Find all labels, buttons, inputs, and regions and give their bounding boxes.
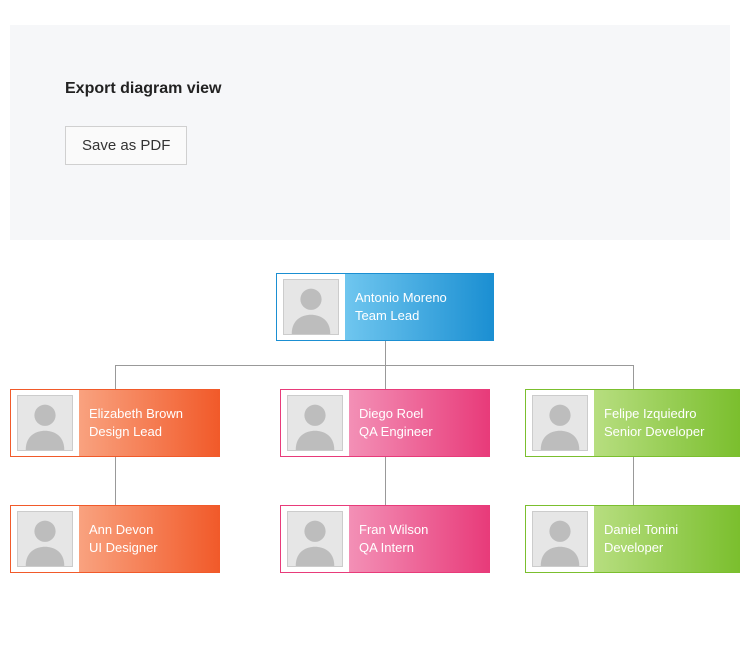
node-title: UI Designer [89, 539, 209, 557]
connector [633, 365, 634, 389]
export-panel: Export diagram view Save as PDF [10, 25, 730, 240]
avatar [17, 511, 73, 567]
panel-title: Export diagram view [65, 80, 675, 98]
avatar [17, 395, 73, 451]
connector [385, 341, 386, 365]
connector [115, 365, 116, 389]
avatar [287, 395, 343, 451]
node-name: Antonio Moreno [355, 289, 483, 307]
node-title: Senior Developer [604, 423, 729, 441]
node-label: Elizabeth BrownDesign Lead [79, 390, 219, 456]
node-name: Diego Roel [359, 405, 479, 423]
connector [385, 365, 386, 389]
node-title: QA Intern [359, 539, 479, 557]
org-node-felipe[interactable]: Felipe IzquiedroSenior Developer [525, 389, 740, 457]
node-name: Felipe Izquiedro [604, 405, 729, 423]
org-node-fran[interactable]: Fran WilsonQA Intern [280, 505, 490, 573]
node-name: Ann Devon [89, 521, 209, 539]
node-name: Fran Wilson [359, 521, 479, 539]
node-name: Elizabeth Brown [89, 405, 209, 423]
connector [633, 457, 634, 481]
org-node-daniel[interactable]: Daniel ToniniDeveloper [525, 505, 740, 573]
node-name: Daniel Tonini [604, 521, 729, 539]
avatar [532, 395, 588, 451]
connector [115, 481, 116, 505]
node-title: Developer [604, 539, 729, 557]
connector [385, 457, 386, 481]
node-title: Design Lead [89, 423, 209, 441]
connector [385, 481, 386, 505]
org-chart-diagram: Antonio MorenoTeam LeadElizabeth BrownDe… [10, 273, 730, 593]
org-node-antonio[interactable]: Antonio MorenoTeam Lead [276, 273, 494, 341]
save-as-pdf-button[interactable]: Save as PDF [65, 126, 187, 165]
node-label: Antonio MorenoTeam Lead [345, 274, 493, 340]
node-title: QA Engineer [359, 423, 479, 441]
node-label: Felipe IzquiedroSenior Developer [594, 390, 739, 456]
connector [115, 365, 385, 366]
node-label: Diego RoelQA Engineer [349, 390, 489, 456]
avatar [532, 511, 588, 567]
avatar [287, 511, 343, 567]
org-node-diego[interactable]: Diego RoelQA Engineer [280, 389, 490, 457]
connector [385, 365, 633, 366]
avatar [283, 279, 339, 335]
connector [633, 481, 634, 505]
node-title: Team Lead [355, 307, 483, 325]
org-node-elizabeth[interactable]: Elizabeth BrownDesign Lead [10, 389, 220, 457]
node-label: Fran WilsonQA Intern [349, 506, 489, 572]
org-node-ann[interactable]: Ann DevonUI Designer [10, 505, 220, 573]
node-label: Ann DevonUI Designer [79, 506, 219, 572]
node-label: Daniel ToniniDeveloper [594, 506, 739, 572]
connector [115, 457, 116, 481]
